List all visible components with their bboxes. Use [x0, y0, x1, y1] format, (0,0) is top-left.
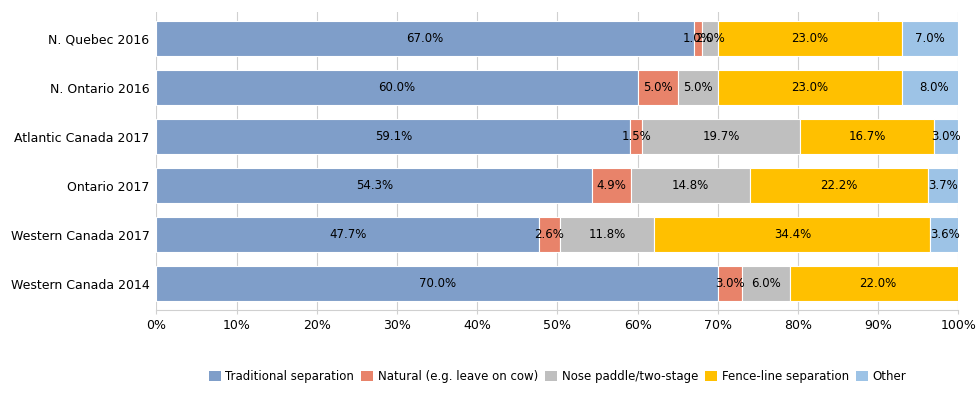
Text: 59.1%: 59.1% [374, 130, 411, 143]
Text: 34.4%: 34.4% [773, 228, 810, 241]
Bar [559, 217, 654, 252]
Text: 54.3%: 54.3% [356, 179, 393, 192]
Bar [902, 70, 965, 105]
Bar [654, 217, 929, 252]
Text: 23.0%: 23.0% [790, 81, 828, 94]
Legend: Traditional separation, Natural (e.g. leave on cow), Nose paddle/two-stage, Fenc: Traditional separation, Natural (e.g. le… [208, 370, 906, 383]
Bar [637, 70, 677, 105]
Text: 6.0%: 6.0% [750, 277, 780, 290]
Bar [701, 21, 717, 57]
Bar [902, 21, 957, 57]
Text: 1.0%: 1.0% [682, 32, 712, 45]
Bar [538, 217, 559, 252]
Text: 60.0%: 60.0% [378, 81, 415, 94]
Bar [789, 266, 965, 301]
Bar [630, 168, 749, 203]
Bar [156, 119, 630, 154]
Bar [591, 168, 630, 203]
Text: 2.0%: 2.0% [695, 32, 724, 45]
Bar [742, 266, 789, 301]
Bar [749, 168, 927, 203]
Bar [717, 21, 902, 57]
Text: 22.0%: 22.0% [859, 277, 896, 290]
Text: 2.6%: 2.6% [534, 228, 564, 241]
Bar [717, 70, 902, 105]
Text: 5.0%: 5.0% [682, 81, 712, 94]
Text: 3.0%: 3.0% [931, 130, 960, 143]
Text: 70.0%: 70.0% [418, 277, 455, 290]
Bar [156, 168, 591, 203]
Text: 11.8%: 11.8% [588, 228, 625, 241]
Bar [156, 266, 717, 301]
Bar [156, 217, 538, 252]
Text: 16.7%: 16.7% [848, 130, 885, 143]
Text: 47.7%: 47.7% [328, 228, 366, 241]
Bar [799, 119, 933, 154]
Text: 7.0%: 7.0% [914, 32, 945, 45]
Text: 67.0%: 67.0% [406, 32, 444, 45]
Bar [717, 266, 742, 301]
Bar [156, 70, 637, 105]
Bar [677, 70, 717, 105]
Text: 3.0%: 3.0% [714, 277, 743, 290]
Text: 5.0%: 5.0% [642, 81, 672, 94]
Bar [933, 119, 957, 154]
Text: 14.8%: 14.8% [671, 179, 708, 192]
Text: 22.2%: 22.2% [820, 179, 857, 192]
Text: 8.0%: 8.0% [918, 81, 949, 94]
Text: 1.5%: 1.5% [621, 130, 651, 143]
Bar [929, 217, 958, 252]
Bar [630, 119, 642, 154]
Bar [927, 168, 956, 203]
Text: 4.9%: 4.9% [596, 179, 626, 192]
Text: 23.0%: 23.0% [790, 32, 828, 45]
Bar [156, 21, 693, 57]
Text: 3.7%: 3.7% [927, 179, 956, 192]
Text: 19.7%: 19.7% [702, 130, 740, 143]
Bar [642, 119, 799, 154]
Text: 3.6%: 3.6% [929, 228, 958, 241]
Bar [693, 21, 701, 57]
